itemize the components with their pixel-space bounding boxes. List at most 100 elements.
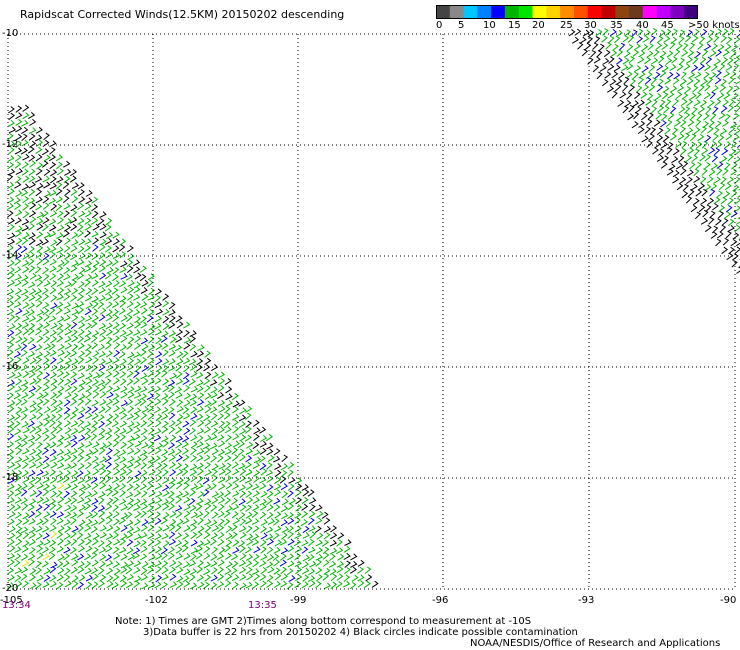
wind-barb	[217, 539, 225, 547]
wind-barb	[14, 279, 22, 287]
wind-barb	[218, 483, 226, 491]
wind-barb	[231, 483, 240, 490]
wind-barb	[344, 539, 352, 546]
wind-barb	[104, 224, 112, 232]
wind-barb	[253, 456, 262, 464]
wind-barb	[49, 580, 58, 588]
wind-barb	[294, 546, 303, 553]
wind-barb	[48, 154, 56, 162]
wind-barb	[134, 533, 142, 541]
wind-barb	[716, 231, 724, 239]
wind-barb	[133, 447, 141, 455]
lon-label: -105	[0, 595, 23, 606]
wind-barb	[64, 511, 72, 519]
wind-barb	[43, 343, 51, 351]
wind-barb	[245, 426, 252, 434]
wind-barb	[315, 553, 323, 561]
wind-barb	[8, 106, 15, 114]
wind-barb	[126, 378, 134, 386]
wind-barb	[70, 497, 78, 505]
wind-barb	[252, 419, 260, 427]
wind-barb	[727, 197, 734, 205]
wind-barb	[643, 29, 651, 37]
wind-barb	[651, 57, 659, 65]
wind-barb	[155, 337, 162, 345]
wind-barb	[106, 497, 114, 505]
wind-barb	[105, 559, 114, 567]
wind-barb	[92, 378, 100, 387]
wind-barb	[204, 461, 211, 470]
wind-barb	[646, 140, 653, 148]
wind-barb	[691, 64, 699, 73]
wind-barb	[126, 531, 134, 539]
wind-barb	[34, 134, 43, 142]
wind-barb	[675, 140, 683, 148]
wind-barb	[28, 461, 37, 469]
wind-barb	[41, 287, 49, 295]
wind-barb	[106, 581, 114, 589]
wind-barb	[288, 575, 296, 583]
wind-barb	[56, 449, 65, 456]
wind-barb	[718, 112, 726, 120]
wind-barb	[718, 63, 726, 71]
wind-barb	[260, 546, 267, 554]
wind-barb	[77, 182, 85, 190]
wind-barb	[267, 566, 275, 574]
wind-barb	[56, 531, 64, 539]
wind-barb	[42, 321, 50, 329]
wind-barb	[28, 455, 36, 463]
wind-barb	[168, 315, 176, 323]
wind-barb	[231, 511, 239, 519]
wind-barb	[190, 454, 198, 463]
wind-barb	[703, 71, 710, 79]
wind-barb	[147, 328, 155, 336]
wind-barb	[105, 322, 113, 330]
wind-barb	[78, 287, 86, 295]
wind-barb	[71, 525, 79, 533]
wind-barb	[62, 259, 70, 267]
wind-barb	[78, 322, 86, 330]
wind-barb	[722, 99, 730, 107]
wind-barb	[64, 539, 72, 547]
wind-barb	[644, 56, 652, 65]
wind-barb	[155, 413, 163, 422]
wind-barb	[85, 574, 94, 582]
wind-barb	[251, 483, 260, 491]
wind-barb	[695, 119, 702, 127]
wind-barb	[295, 504, 303, 512]
wind-barb	[7, 329, 15, 338]
wind-barb	[162, 440, 169, 448]
wind-barb	[49, 258, 57, 266]
wind-barb	[238, 440, 246, 449]
wind-barb	[357, 580, 365, 588]
wind-barb	[161, 552, 168, 560]
wind-barb	[91, 420, 99, 428]
wind-barb	[162, 323, 170, 331]
wind-barb	[91, 482, 99, 490]
wind-barb	[653, 119, 661, 127]
wind-barb	[111, 476, 120, 484]
wind-barb	[77, 454, 84, 463]
wind-barb	[27, 258, 35, 266]
wind-barb	[98, 358, 106, 366]
wind-barb	[619, 91, 627, 99]
wind-barb	[56, 399, 64, 407]
wind-barb	[77, 372, 85, 380]
wind-barb	[71, 182, 80, 190]
wind-barb	[77, 217, 85, 225]
wind-barb	[36, 279, 44, 287]
wind-barb	[246, 483, 254, 491]
wind-barb	[41, 160, 49, 168]
wind-barb	[168, 391, 175, 399]
wind-barb	[7, 300, 15, 309]
wind-barb	[84, 223, 92, 231]
wind-barb	[611, 71, 619, 79]
wind-barb	[98, 281, 106, 288]
wind-barb	[260, 519, 268, 526]
wind-barb	[57, 259, 65, 267]
wind-barb	[169, 518, 177, 527]
wind-barb	[140, 287, 148, 294]
wind-barb	[726, 252, 734, 261]
wind-barb	[344, 566, 351, 575]
wind-barb	[656, 63, 664, 71]
